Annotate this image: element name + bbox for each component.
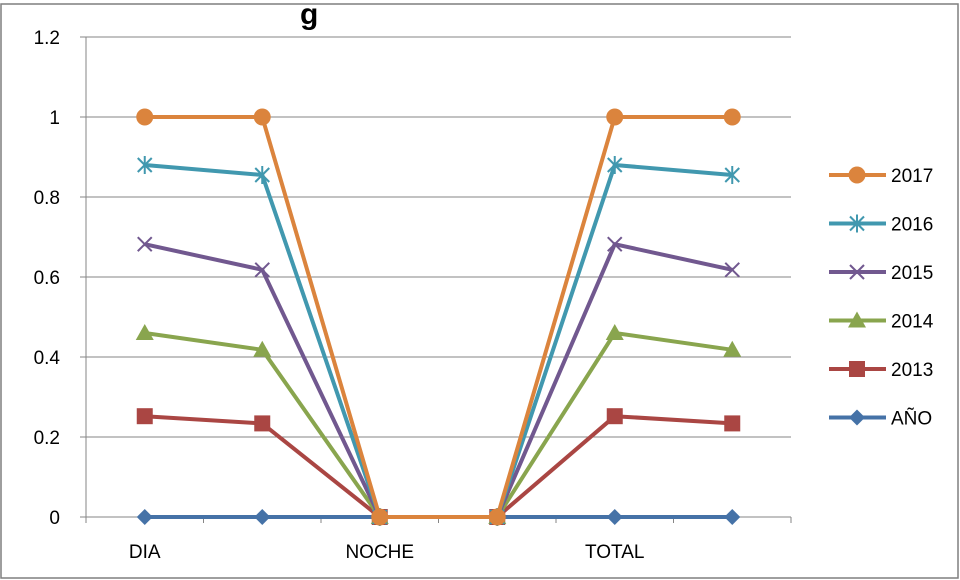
data-point (135, 324, 154, 340)
data-point (607, 236, 623, 252)
data-point (253, 340, 272, 357)
data-point (723, 340, 742, 357)
data-point (136, 408, 153, 425)
y-tick-label: 0 (49, 508, 60, 529)
data-point (605, 324, 624, 340)
x-tick-label: NOCHE (345, 542, 414, 563)
legend-item: 2013 (829, 360, 933, 381)
data-point (724, 415, 741, 432)
data-point (136, 509, 153, 525)
data-point (254, 262, 270, 278)
legend-marker (849, 214, 865, 233)
series-line (144, 115, 733, 519)
legend-marker (848, 311, 866, 328)
x-tick-label: TOTAL (585, 542, 644, 563)
legend-item: 2015 (829, 263, 933, 284)
legend-marker (848, 166, 866, 184)
legend-item: 2017 (829, 166, 933, 187)
data-point (723, 108, 741, 126)
legend-item: 2016 (829, 214, 933, 236)
data-point (254, 415, 271, 432)
data-point (724, 166, 740, 184)
legend-label: AÑO (891, 408, 932, 430)
legend-item: AÑO (829, 408, 932, 430)
data-point (724, 262, 740, 278)
legend-label: 2016 (891, 215, 933, 236)
data-point (606, 108, 624, 126)
data-point (606, 408, 623, 425)
series-lines (135, 108, 742, 526)
legend-marker (849, 264, 865, 280)
y-tick-label: 0.8 (34, 188, 60, 209)
x-tick-label: DIA (129, 542, 161, 563)
chart-title: g (300, 0, 318, 31)
y-tick-label: 1 (49, 108, 60, 129)
legend: 2017 2016 2015 2014 2013 AÑO (829, 166, 934, 430)
data-point (136, 108, 154, 126)
legend-label: 2014 (891, 312, 934, 333)
y-tick-label: 0.6 (34, 268, 60, 289)
chart-border (0, 3, 959, 579)
y-tick-label: 0.2 (34, 428, 60, 449)
legend-label: 2013 (891, 360, 933, 381)
data-point (724, 509, 741, 525)
y-tick-label: 0.4 (34, 348, 61, 369)
legend-label: 2015 (891, 263, 933, 284)
legend-marker (849, 409, 865, 426)
data-point (254, 509, 271, 525)
data-point (137, 236, 153, 252)
data-point (606, 509, 623, 525)
data-point (371, 508, 389, 526)
data-point (607, 156, 623, 174)
y-tick-label: 1.2 (34, 28, 60, 49)
legend-item: 2014 (829, 311, 934, 333)
legend-marker (849, 361, 865, 377)
legend-label: 2017 (891, 166, 933, 187)
data-point (488, 508, 506, 526)
data-point (254, 166, 270, 184)
data-point (137, 156, 153, 174)
data-point (253, 108, 271, 126)
